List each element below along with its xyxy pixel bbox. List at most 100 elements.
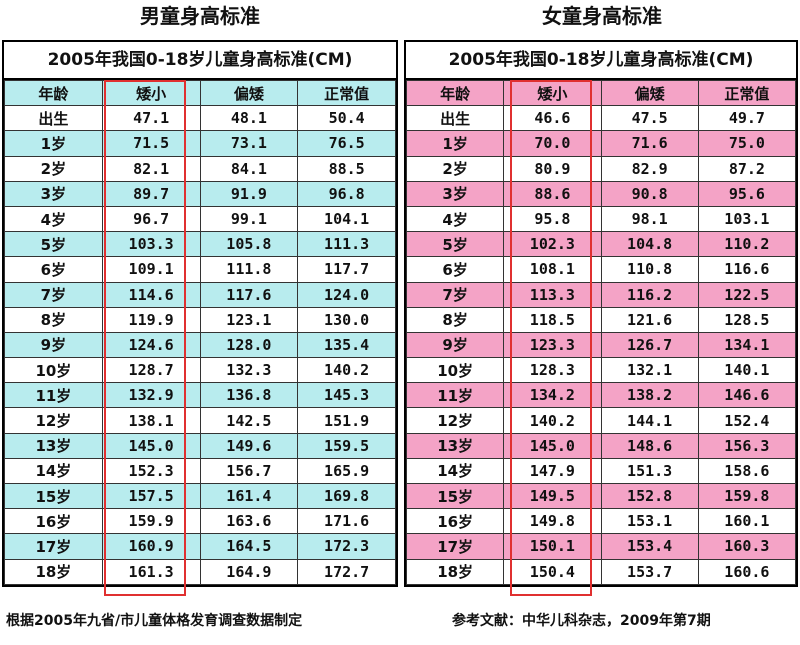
table-row: 17岁 150.1 153.4 160.3 — [405, 533, 797, 560]
table-row: 6岁 109.1 111.8 117.7 — [4, 256, 396, 283]
height-cell-normal: 103.1 — [697, 205, 797, 233]
height-cell-short: 89.7 — [101, 180, 201, 207]
age-cell: 出生 — [4, 105, 103, 132]
height-cell-short: 123.3 — [503, 331, 602, 359]
height-cell-short: 119.9 — [101, 306, 201, 333]
girls-table-panel: 2005年我国0-18岁儿童身高标准(CM) 年龄 矮小 偏矮 正常值 出生 46.6 47… — [404, 40, 798, 587]
height-cell-below-avg: 105.8 — [199, 231, 299, 258]
height-cell-normal: 88.5 — [297, 155, 396, 182]
table-row: 11岁 132.9 136.8 145.3 — [4, 382, 396, 409]
height-cell-normal: 140.2 — [297, 357, 396, 384]
boys-header-row: 年龄 矮小 偏矮 正常值 — [4, 79, 396, 107]
height-cell-below-avg: 126.7 — [600, 331, 699, 359]
height-cell-normal: 159.8 — [697, 482, 797, 510]
age-cell: 17岁 — [405, 533, 505, 560]
height-cell-short: 88.6 — [503, 180, 602, 207]
table-row: 15岁 157.5 161.4 169.8 — [4, 482, 396, 510]
table-row: 16岁 149.8 153.1 160.1 — [405, 508, 797, 535]
age-cell: 12岁 — [4, 407, 103, 434]
age-cell: 9岁 — [4, 331, 103, 359]
column-header-age: 年龄 — [405, 79, 505, 107]
height-cell-normal: 50.4 — [297, 105, 396, 132]
height-cell-normal: 76.5 — [297, 130, 396, 157]
height-cell-below-avg: 142.5 — [199, 407, 299, 434]
height-cell-short: 152.3 — [101, 457, 201, 485]
age-cell: 14岁 — [405, 457, 505, 485]
table-row: 13岁 145.0 148.6 156.3 — [405, 432, 797, 459]
column-header-below-avg: 偏矮 — [199, 79, 299, 107]
height-cell-short: 138.1 — [101, 407, 201, 434]
height-cell-below-avg: 144.1 — [600, 407, 699, 434]
height-cell-below-avg: 91.9 — [199, 180, 299, 207]
height-cell-normal: 140.1 — [697, 357, 797, 384]
table-row: 5岁 103.3 105.8 111.3 — [4, 231, 396, 258]
height-cell-below-avg: 152.8 — [600, 482, 699, 510]
height-cell-below-avg: 99.1 — [199, 205, 299, 233]
height-cell-short: 103.3 — [101, 231, 201, 258]
height-cell-short: 82.1 — [101, 155, 201, 182]
height-cell-short: 157.5 — [101, 482, 201, 510]
column-header-normal: 正常值 — [297, 79, 396, 107]
height-cell-short: 149.5 — [503, 482, 602, 510]
height-cell-below-avg: 164.5 — [199, 533, 299, 560]
height-cell-below-avg: 82.9 — [600, 155, 699, 182]
age-cell: 17岁 — [4, 533, 103, 560]
height-cell-normal: 159.5 — [297, 432, 396, 459]
height-cell-normal: 95.6 — [697, 180, 797, 207]
table-row: 7岁 113.3 116.2 122.5 — [405, 281, 797, 308]
column-header-age: 年龄 — [4, 79, 103, 107]
age-cell: 8岁 — [4, 306, 103, 333]
height-cell-short: 145.0 — [101, 432, 201, 459]
age-cell: 12岁 — [405, 407, 505, 434]
height-cell-short: 108.1 — [503, 256, 602, 283]
table-row: 1岁 71.5 73.1 76.5 — [4, 130, 396, 157]
age-cell: 11岁 — [4, 382, 103, 409]
height-cell-short: 109.1 — [101, 256, 201, 283]
age-cell: 14岁 — [4, 457, 103, 485]
age-cell: 18岁 — [4, 558, 103, 585]
height-cell-short: 114.6 — [101, 281, 201, 308]
age-cell: 7岁 — [405, 281, 505, 308]
height-cell-short: 46.6 — [503, 105, 602, 132]
height-cell-short: 95.8 — [503, 205, 602, 233]
height-cell-below-avg: 161.4 — [199, 482, 299, 510]
table-row: 4岁 96.7 99.1 104.1 — [4, 205, 396, 233]
table-row: 8岁 118.5 121.6 128.5 — [405, 306, 797, 333]
height-cell-below-avg: 156.7 — [199, 457, 299, 485]
height-cell-short: 124.6 — [101, 331, 201, 359]
height-cell-short: 150.4 — [503, 558, 602, 585]
age-cell: 5岁 — [405, 231, 505, 258]
height-cell-short: 128.7 — [101, 357, 201, 384]
height-cell-below-avg: 136.8 — [199, 382, 299, 409]
age-cell: 16岁 — [405, 508, 505, 535]
table-row: 1岁 70.0 71.6 75.0 — [405, 130, 797, 157]
height-cell-short: 70.0 — [503, 130, 602, 157]
height-cell-normal: 156.3 — [697, 432, 797, 459]
height-cell-below-avg: 132.3 — [199, 357, 299, 384]
table-row: 7岁 114.6 117.6 124.0 — [4, 281, 396, 308]
age-cell: 15岁 — [405, 482, 505, 510]
height-cell-normal: 110.2 — [697, 231, 797, 258]
height-cell-below-avg: 71.6 — [600, 130, 699, 157]
table-row: 18岁 150.4 153.7 160.6 — [405, 558, 797, 585]
height-cell-normal: 104.1 — [297, 205, 396, 233]
height-cell-normal: 124.0 — [297, 281, 396, 308]
table-row: 15岁 149.5 152.8 159.8 — [405, 482, 797, 510]
height-cell-normal: 130.0 — [297, 306, 396, 333]
height-cell-below-avg: 128.0 — [199, 331, 299, 359]
age-cell: 8岁 — [405, 306, 505, 333]
height-cell-normal: 49.7 — [697, 105, 797, 132]
height-cell-below-avg: 110.8 — [600, 256, 699, 283]
age-cell: 13岁 — [4, 432, 103, 459]
table-row: 2岁 80.9 82.9 87.2 — [405, 155, 797, 182]
height-cell-short: 159.9 — [101, 508, 201, 535]
girls-header-row: 年龄 矮小 偏矮 正常值 — [405, 79, 797, 107]
height-cell-below-avg: 148.6 — [600, 432, 699, 459]
height-cell-normal: 111.3 — [297, 231, 396, 258]
height-cell-normal: 151.9 — [297, 407, 396, 434]
height-cell-short: 128.3 — [503, 357, 602, 384]
height-cell-below-avg: 48.1 — [199, 105, 299, 132]
height-cell-normal: 134.1 — [697, 331, 797, 359]
girls-heading: 女童身高标准 — [542, 4, 662, 28]
age-cell: 2岁 — [4, 155, 103, 182]
